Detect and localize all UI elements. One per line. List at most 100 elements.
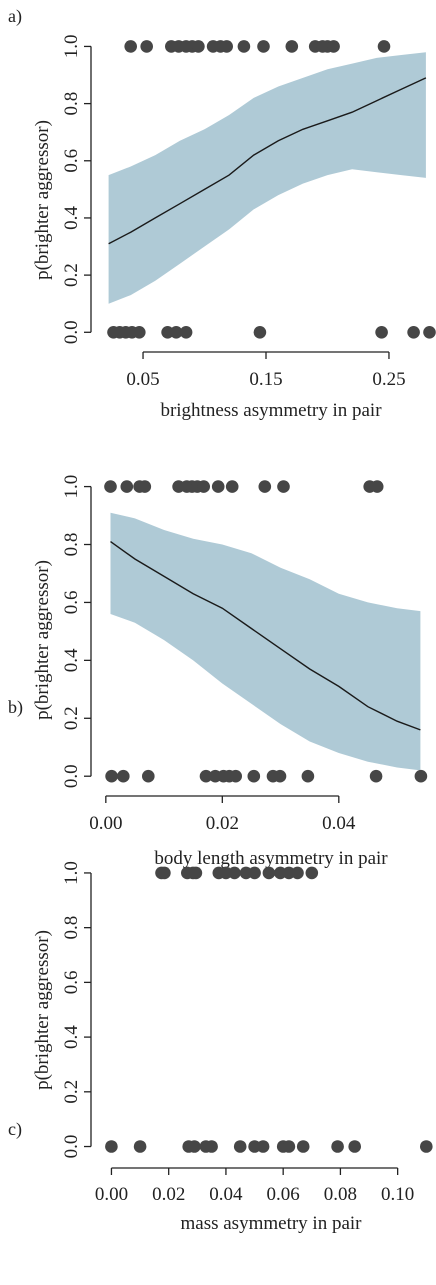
x-tick-label: 0.05 [126, 369, 159, 390]
data-point [253, 326, 267, 339]
y-tick-label: 0.6 [61, 149, 82, 173]
data-point [301, 769, 315, 783]
y-tick-label: 0.2 [61, 706, 82, 730]
y-axis-title: p(brighter aggressor) [32, 930, 53, 1090]
data-point [262, 866, 276, 880]
data-point [257, 40, 270, 53]
y-tick-label: 1.0 [61, 35, 82, 59]
data-point [105, 769, 118, 783]
x-tick-label: 0.00 [89, 813, 122, 834]
data-point [407, 326, 420, 339]
y-tick-label: 0.8 [61, 916, 82, 940]
data-point [192, 40, 205, 53]
data-point [120, 480, 134, 493]
data-point [211, 480, 225, 493]
y-tick-label: 0.6 [61, 971, 82, 995]
data-point [233, 1140, 247, 1153]
confidence-band [108, 52, 426, 304]
data-point [305, 866, 319, 880]
panel-label: b) [8, 697, 23, 718]
y-tick-label: 0.4 [61, 1025, 82, 1049]
chart-panel-2: b) 0.0 0.2 0.4 0.6 0.8 1.0 0.00 0.02 0.04 body len… [8, 475, 428, 869]
data-point [188, 1140, 201, 1153]
y-tick-label: 0.8 [61, 533, 82, 557]
chart-panel-1: a) 0.0 0.2 0.4 0.6 0.8 1.0 0.05 0.15 0.25 brightne… [8, 6, 436, 421]
data-point [375, 326, 388, 339]
data-point [169, 326, 183, 339]
data-point [377, 40, 391, 53]
data-point [133, 1140, 147, 1153]
data-point [225, 480, 239, 493]
data-point [420, 1140, 433, 1153]
data-point [229, 769, 242, 783]
data-point [423, 326, 436, 339]
data-point [248, 866, 261, 880]
data-point [273, 769, 287, 783]
data-point [258, 480, 272, 493]
data-point [104, 480, 117, 493]
data-point [277, 480, 290, 493]
y-tick-label: 0.0 [61, 1135, 82, 1159]
x-tick-label: 0.10 [381, 1184, 414, 1205]
y-tick-label: 1.0 [61, 861, 82, 885]
x-tick-label: 0.06 [267, 1184, 300, 1205]
data-point [124, 40, 137, 53]
y-tick-label: 0.0 [61, 320, 82, 344]
data-point [158, 866, 171, 880]
x-axis-title: body length asymmetry in pair [154, 848, 388, 869]
data-point [256, 1140, 270, 1153]
chart-panel-3: c) 0.0 0.2 0.4 0.6 0.8 1.0 0.00 0.02 0.04 0.06 0.08… [8, 861, 433, 1234]
data-point [282, 1140, 296, 1153]
x-tick-label: 0.15 [249, 369, 282, 390]
data-point [138, 480, 152, 493]
x-tick-label: 0.02 [152, 1184, 185, 1205]
data-point [327, 40, 340, 53]
x-tick-label: 0.00 [95, 1184, 128, 1205]
x-tick-label: 0.04 [209, 1184, 243, 1205]
data-point [142, 769, 155, 783]
y-tick-label: 0.2 [61, 1080, 82, 1104]
fitted-line [108, 77, 427, 245]
y-tick-label: 0.4 [61, 648, 82, 672]
data-point [117, 769, 130, 783]
fitted-line [110, 541, 421, 731]
data-point [247, 769, 261, 783]
data-point [369, 769, 383, 783]
data-point [140, 40, 153, 53]
data-point [105, 1140, 118, 1153]
data-point [133, 326, 146, 339]
data-point [189, 866, 203, 880]
data-point [331, 1140, 344, 1153]
data-point [228, 866, 241, 880]
data-point [285, 40, 299, 53]
data-point [179, 326, 193, 339]
data-point [220, 40, 233, 53]
y-tick-label: 0.2 [61, 263, 82, 287]
y-tick-label: 0.0 [61, 764, 82, 788]
data-point [199, 769, 213, 783]
data-point [414, 769, 428, 783]
data-point [291, 866, 304, 880]
y-axis-title: p(brighter aggressor) [32, 560, 53, 720]
x-tick-label: 0.02 [206, 813, 239, 834]
x-tick-label: 0.04 [322, 813, 356, 834]
panel-label: c) [8, 1119, 22, 1140]
y-tick-label: 0.8 [61, 92, 82, 116]
y-tick-label: 0.6 [61, 591, 82, 615]
x-axis-title: mass asymmetry in pair [181, 1213, 363, 1234]
y-tick-label: 1.0 [61, 475, 82, 499]
data-point [370, 480, 384, 493]
x-tick-label: 0.25 [372, 369, 405, 390]
data-point [197, 480, 210, 493]
data-point [348, 1140, 362, 1153]
data-point [296, 1140, 310, 1153]
confidence-band [110, 512, 421, 771]
data-point [237, 40, 251, 53]
y-axis-title: p(brighter aggressor) [32, 120, 53, 280]
panel-label: a) [8, 6, 22, 27]
x-axis-title: brightness asymmetry in pair [160, 400, 382, 421]
x-tick-label: 0.08 [324, 1184, 357, 1205]
data-point [205, 1140, 218, 1153]
y-tick-label: 0.4 [61, 206, 82, 230]
